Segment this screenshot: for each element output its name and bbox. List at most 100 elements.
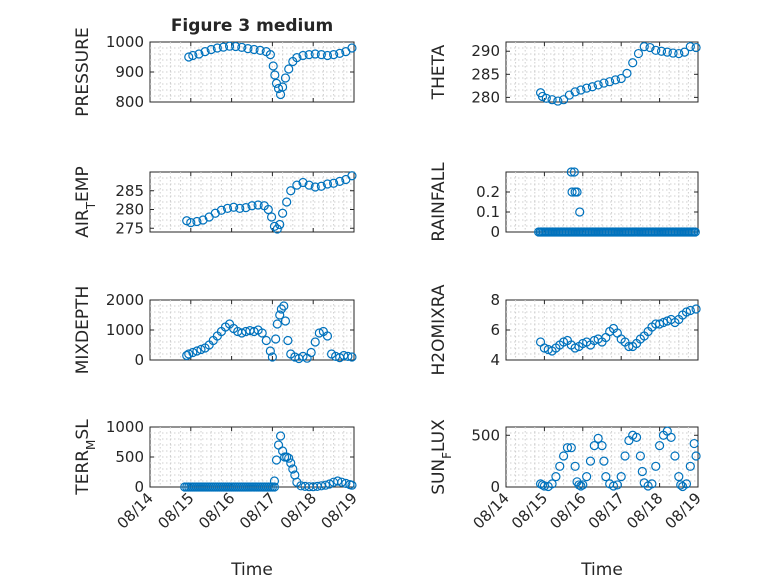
data-point [263, 204, 273, 215]
data-series [182, 301, 357, 364]
data-point [224, 41, 235, 51]
y-tick-label: 1000 [106, 33, 144, 51]
x-tick-label: 08/19 [662, 489, 705, 532]
minor-grid [506, 300, 698, 360]
data-point [558, 95, 569, 105]
data-point [347, 43, 357, 53]
y-tick-label: 8 [490, 291, 500, 309]
y-tick-label: 500 [471, 426, 500, 444]
subplot-2: 280 285 290 THETA [429, 41, 701, 106]
data-point [272, 319, 282, 329]
y-tick-label: 1000 [106, 418, 144, 436]
data-point [249, 44, 259, 55]
data-point [286, 186, 296, 196]
data-point [271, 334, 281, 344]
data-point [271, 455, 282, 465]
data-point [310, 182, 320, 192]
data-point [570, 87, 580, 97]
data-point [257, 328, 267, 338]
data-point [597, 441, 607, 451]
data-point [637, 466, 647, 477]
data-point [566, 167, 576, 177]
data-point [647, 479, 657, 489]
data-point [265, 346, 275, 356]
data-point [335, 176, 345, 186]
y-tick-label: 0 [490, 223, 500, 241]
x-tick-label: 08/18 [623, 489, 666, 532]
data-point [320, 480, 331, 490]
y-tick-label: 0 [134, 351, 144, 369]
data-point [690, 227, 700, 237]
data-point [654, 441, 665, 451]
data-point [316, 49, 326, 60]
data-point [562, 443, 573, 453]
data-point [624, 341, 634, 352]
data-point [681, 479, 692, 489]
subplot-5: 0 1000 2000 MIXDEPTH [73, 286, 357, 374]
subplot-7: 05001000TERRMSL08/1408/1508/1608/1708/18… [73, 418, 361, 580]
y-tick-label: 500 [115, 448, 144, 466]
data-point [616, 472, 626, 482]
data-point [601, 472, 611, 482]
data-point [182, 216, 192, 226]
data-point [280, 316, 291, 326]
data-point [292, 52, 302, 63]
data-series [180, 431, 357, 492]
figure-title: Figure 3 medium [171, 16, 333, 36]
data-point [576, 481, 586, 491]
data-point [218, 42, 229, 52]
y-axis-label: TERRMSL [73, 419, 98, 496]
data-point [188, 347, 198, 358]
x-tick-label: 08/18 [277, 489, 320, 532]
data-point [337, 477, 347, 487]
data-point [547, 479, 557, 489]
data-point [206, 44, 216, 55]
y-tick-label: 285 [115, 182, 144, 200]
y-tick-label: 290 [471, 42, 500, 60]
data-point [192, 216, 202, 227]
data-point [268, 61, 278, 71]
data-point [622, 68, 632, 78]
data-point [599, 456, 609, 466]
y-tick-label: 0.1 [476, 203, 500, 221]
subplot-6: 4 6 8 H2OMIXRA [429, 284, 701, 376]
data-point [267, 352, 277, 362]
x-tick-label: 08/17 [236, 489, 279, 532]
data-point [278, 208, 288, 218]
data-point [689, 438, 699, 449]
data-point [635, 451, 646, 461]
y-tick-label: 285 [471, 65, 500, 83]
data-point [347, 480, 357, 490]
data-point [306, 347, 316, 358]
data-point [241, 203, 251, 213]
data-point [691, 304, 701, 314]
data-point [273, 83, 284, 94]
data-point [253, 200, 263, 210]
data-point [628, 58, 638, 68]
data-point [231, 41, 241, 52]
data-point [269, 482, 280, 492]
data-point [279, 301, 289, 311]
y-axis-label: PRESSURE [73, 27, 93, 116]
data-point [284, 453, 294, 463]
data-point [283, 335, 293, 346]
data-point [670, 451, 680, 461]
data-point [284, 64, 294, 74]
data-point [347, 171, 357, 181]
data-point [651, 461, 661, 471]
data-point [188, 50, 198, 61]
y-tick-label: 800 [115, 93, 144, 111]
data-point [555, 461, 565, 471]
data-point [656, 46, 667, 56]
data-point [668, 48, 678, 58]
data-point [322, 50, 333, 61]
data-point [212, 43, 222, 53]
data-point [298, 351, 308, 361]
data-point [566, 443, 576, 453]
data-point [674, 48, 684, 59]
data-point [343, 351, 353, 361]
data-point [278, 82, 288, 92]
data-point [662, 47, 672, 57]
